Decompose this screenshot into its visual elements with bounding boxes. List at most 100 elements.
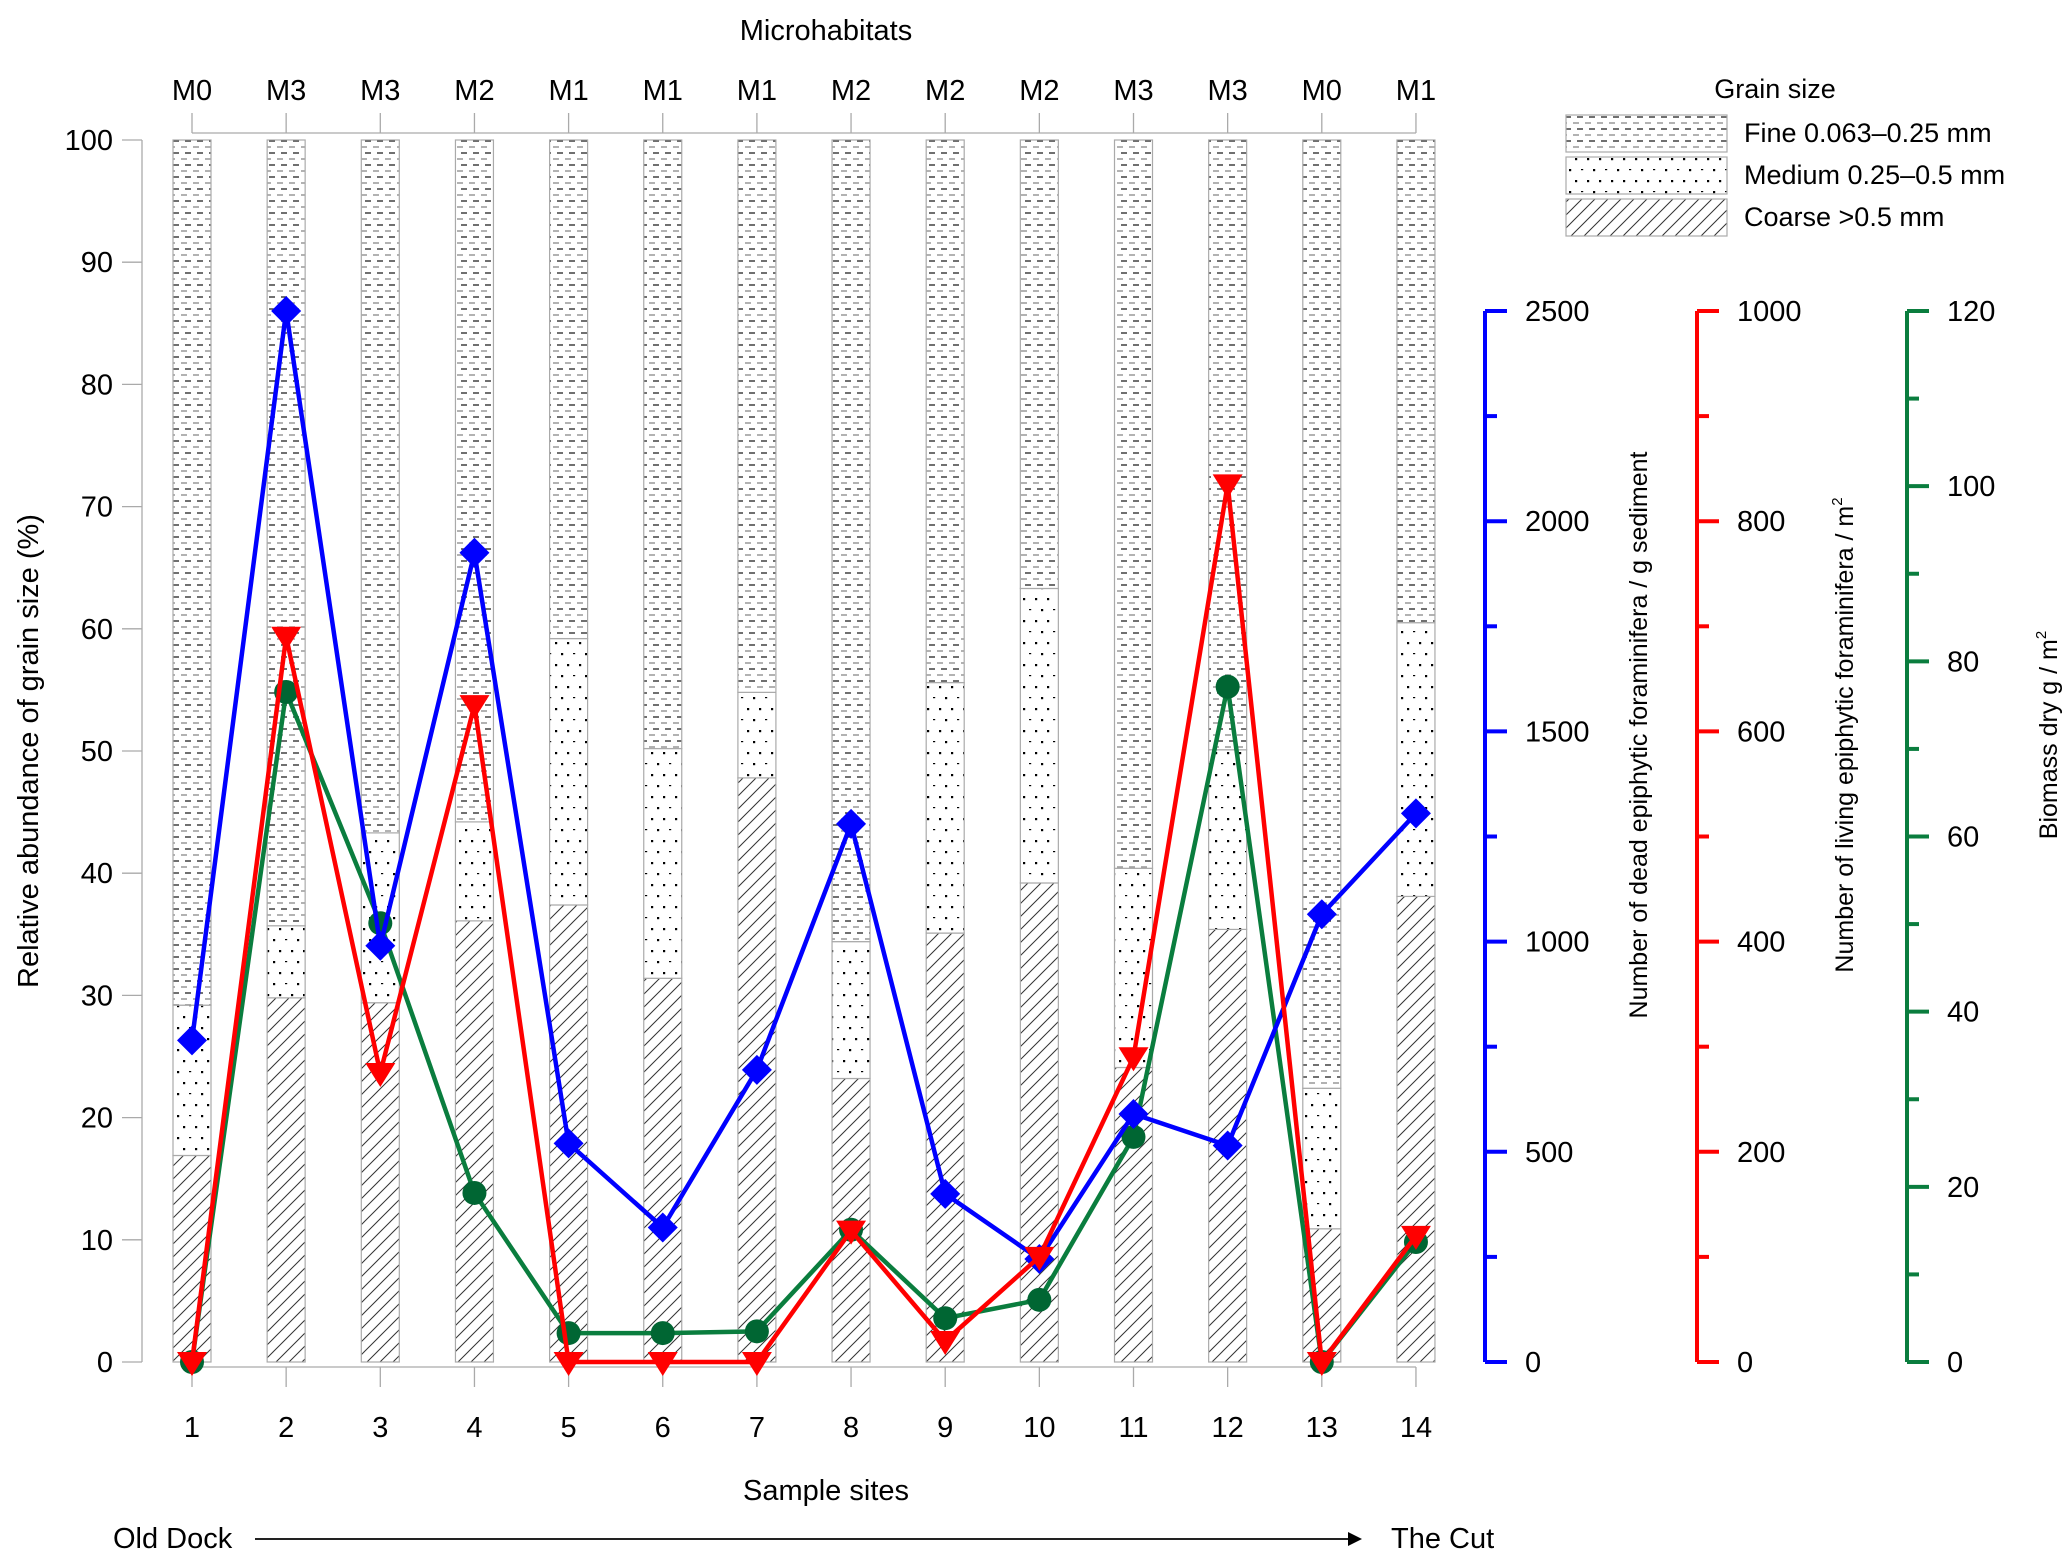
left-axis-tick-label: 30	[81, 980, 113, 1012]
diamond-marker	[647, 1212, 678, 1243]
triangle-marker	[177, 1352, 207, 1376]
bar-segment-coarse	[1396, 895, 1436, 1363]
x-axis-tick-label: 9	[937, 1412, 953, 1444]
right-axis-tick-label: 0	[1525, 1347, 1541, 1379]
circle-marker	[650, 1321, 675, 1346]
bar-segment-fine	[172, 139, 212, 1006]
series-line	[189, 310, 1418, 1263]
microhabitat-label: M0	[172, 75, 212, 107]
x-axis-tick-label: 7	[749, 1412, 765, 1444]
bar-segment-fine	[266, 139, 306, 927]
right-axis-tick-label: 2000	[1525, 506, 1590, 538]
microhabitat-label: M1	[737, 75, 777, 107]
left-axis-title: Relative abundance of grain size (%)	[13, 514, 45, 988]
microhabitat-label: M3	[1208, 75, 1248, 107]
green-axis-title: Biomass dry g / m2	[2033, 631, 2063, 839]
bar-segment-medium	[1396, 622, 1436, 898]
circle-marker	[1215, 674, 1240, 699]
microhabitat-label: M2	[831, 75, 871, 107]
circle-marker	[1121, 1124, 1146, 1149]
microhabitat-label: M3	[360, 75, 400, 107]
right-axis-tick-label: 100	[1947, 471, 1995, 503]
direction-arrow-head-icon	[1348, 1532, 1362, 1546]
left-axis-tick-label: 60	[81, 614, 113, 646]
triangle-marker	[647, 1352, 678, 1376]
right-axis-titles: Number of dead epiphytic foraminifera / …	[1625, 451, 2063, 1018]
bar-segment-medium	[1302, 1087, 1342, 1230]
triangle-marker	[930, 1330, 961, 1355]
bar-segment-medium	[1208, 749, 1248, 931]
x-axis-tick-label: 3	[372, 1412, 388, 1444]
blue-axis-title: Number of dead epiphytic foraminifera / …	[1625, 451, 1653, 1018]
microhabitat-label: M2	[925, 75, 965, 107]
bar-segment-fine	[360, 139, 400, 834]
diamond-marker	[553, 1128, 584, 1159]
triangle-marker	[553, 1352, 584, 1376]
right-axis-tick-label: 120	[1947, 296, 1995, 328]
bar-segment-fine	[643, 139, 683, 750]
green-axis-title-superscript: 2	[2033, 631, 2050, 639]
x-axis-title: Sample sites	[743, 1475, 909, 1507]
x-axis-tick-label: 6	[655, 1412, 671, 1444]
left-axis-tick-label: 70	[81, 492, 113, 524]
x-axis-tick-label: 14	[1400, 1412, 1432, 1444]
circle-marker	[1027, 1287, 1052, 1312]
left-axis-tick-label: 10	[81, 1225, 113, 1257]
bar-segment-coarse	[643, 977, 683, 1363]
green-axis-title-main: Biomass dry g / m	[2035, 639, 2063, 839]
x-axis-tick-label: 1	[184, 1412, 200, 1444]
triangle-marker	[459, 695, 490, 720]
top-axis: M0 M3 M3 M2 M1 M1 M1 M2 M2 M2 M3 M3 M0 M1	[172, 75, 1436, 134]
diamond-marker	[741, 1054, 772, 1085]
right-axis-tick-label: 200	[1737, 1137, 1785, 1169]
right-axis-tick-label: 1000	[1737, 296, 1802, 328]
x-axis: 1 2 3 4 5 6 7 8 9 10 11 12 13 14	[184, 1366, 1432, 1444]
right-axis-tick-label: 0	[1737, 1347, 1753, 1379]
circle-marker	[744, 1319, 769, 1344]
triangle-marker	[271, 626, 302, 651]
right-axis-tick-label: 0	[1947, 1347, 1963, 1379]
diamond-marker	[1118, 1098, 1149, 1129]
left-axis-tick-label: 40	[81, 858, 113, 890]
circle-marker	[462, 1180, 487, 1205]
x-axis-tick-label: 10	[1023, 1412, 1055, 1444]
x-axis-tick-label: 8	[843, 1412, 859, 1444]
bar-segment-medium	[643, 747, 683, 979]
bar-segment-fine	[1302, 139, 1342, 1089]
left-axis-tick-label: 20	[81, 1103, 113, 1135]
right-axis-tick-label: 800	[1737, 506, 1785, 538]
microhabitat-label: M2	[454, 75, 494, 107]
direction-end-label: The Cut	[1391, 1523, 1494, 1550]
bar-segment-medium	[925, 681, 965, 934]
bar-segment-medium	[548, 637, 589, 906]
triangle-marker	[741, 1352, 772, 1376]
right-y-axes: 0 500 1000 1500 2000 2500 0 200 400 600 800 1000 0 20…	[1483, 296, 1995, 1379]
x-axis-tick-label: 4	[466, 1412, 482, 1444]
left-axis-tick-label: 100	[65, 125, 113, 157]
right-axis-tick-label: 20	[1947, 1172, 1979, 1204]
circle-marker	[933, 1306, 958, 1331]
microhabitat-label: M3	[266, 75, 306, 107]
bar-segment-coarse	[266, 997, 306, 1363]
series-line	[189, 484, 1418, 1368]
legend-swatch-fine	[1565, 114, 1728, 153]
diamond-marker	[459, 537, 490, 568]
bar-segment-medium	[737, 691, 777, 779]
red-axis-title-superscript: 2	[1829, 497, 1846, 505]
diamond-marker	[836, 808, 867, 839]
bar-segment-coarse	[925, 932, 965, 1363]
right-axis-tick-label: 60	[1947, 822, 1979, 854]
microhabitat-label: M1	[548, 75, 588, 107]
bar-segment-fine	[831, 139, 871, 943]
triangle-marker	[836, 1220, 867, 1245]
triangle-marker	[365, 1062, 396, 1087]
x-axis-tick-label: 5	[561, 1412, 577, 1444]
top-axis-title: Microhabitats	[740, 15, 912, 47]
diamond-marker	[1212, 1130, 1243, 1161]
direction-start-label: Old Dock	[113, 1523, 233, 1550]
microhabitat-label: M2	[1019, 75, 1059, 107]
bar-segment-coarse	[454, 920, 495, 1363]
triangle-marker	[1024, 1246, 1055, 1271]
legend-swatch-coarse	[1565, 198, 1728, 237]
